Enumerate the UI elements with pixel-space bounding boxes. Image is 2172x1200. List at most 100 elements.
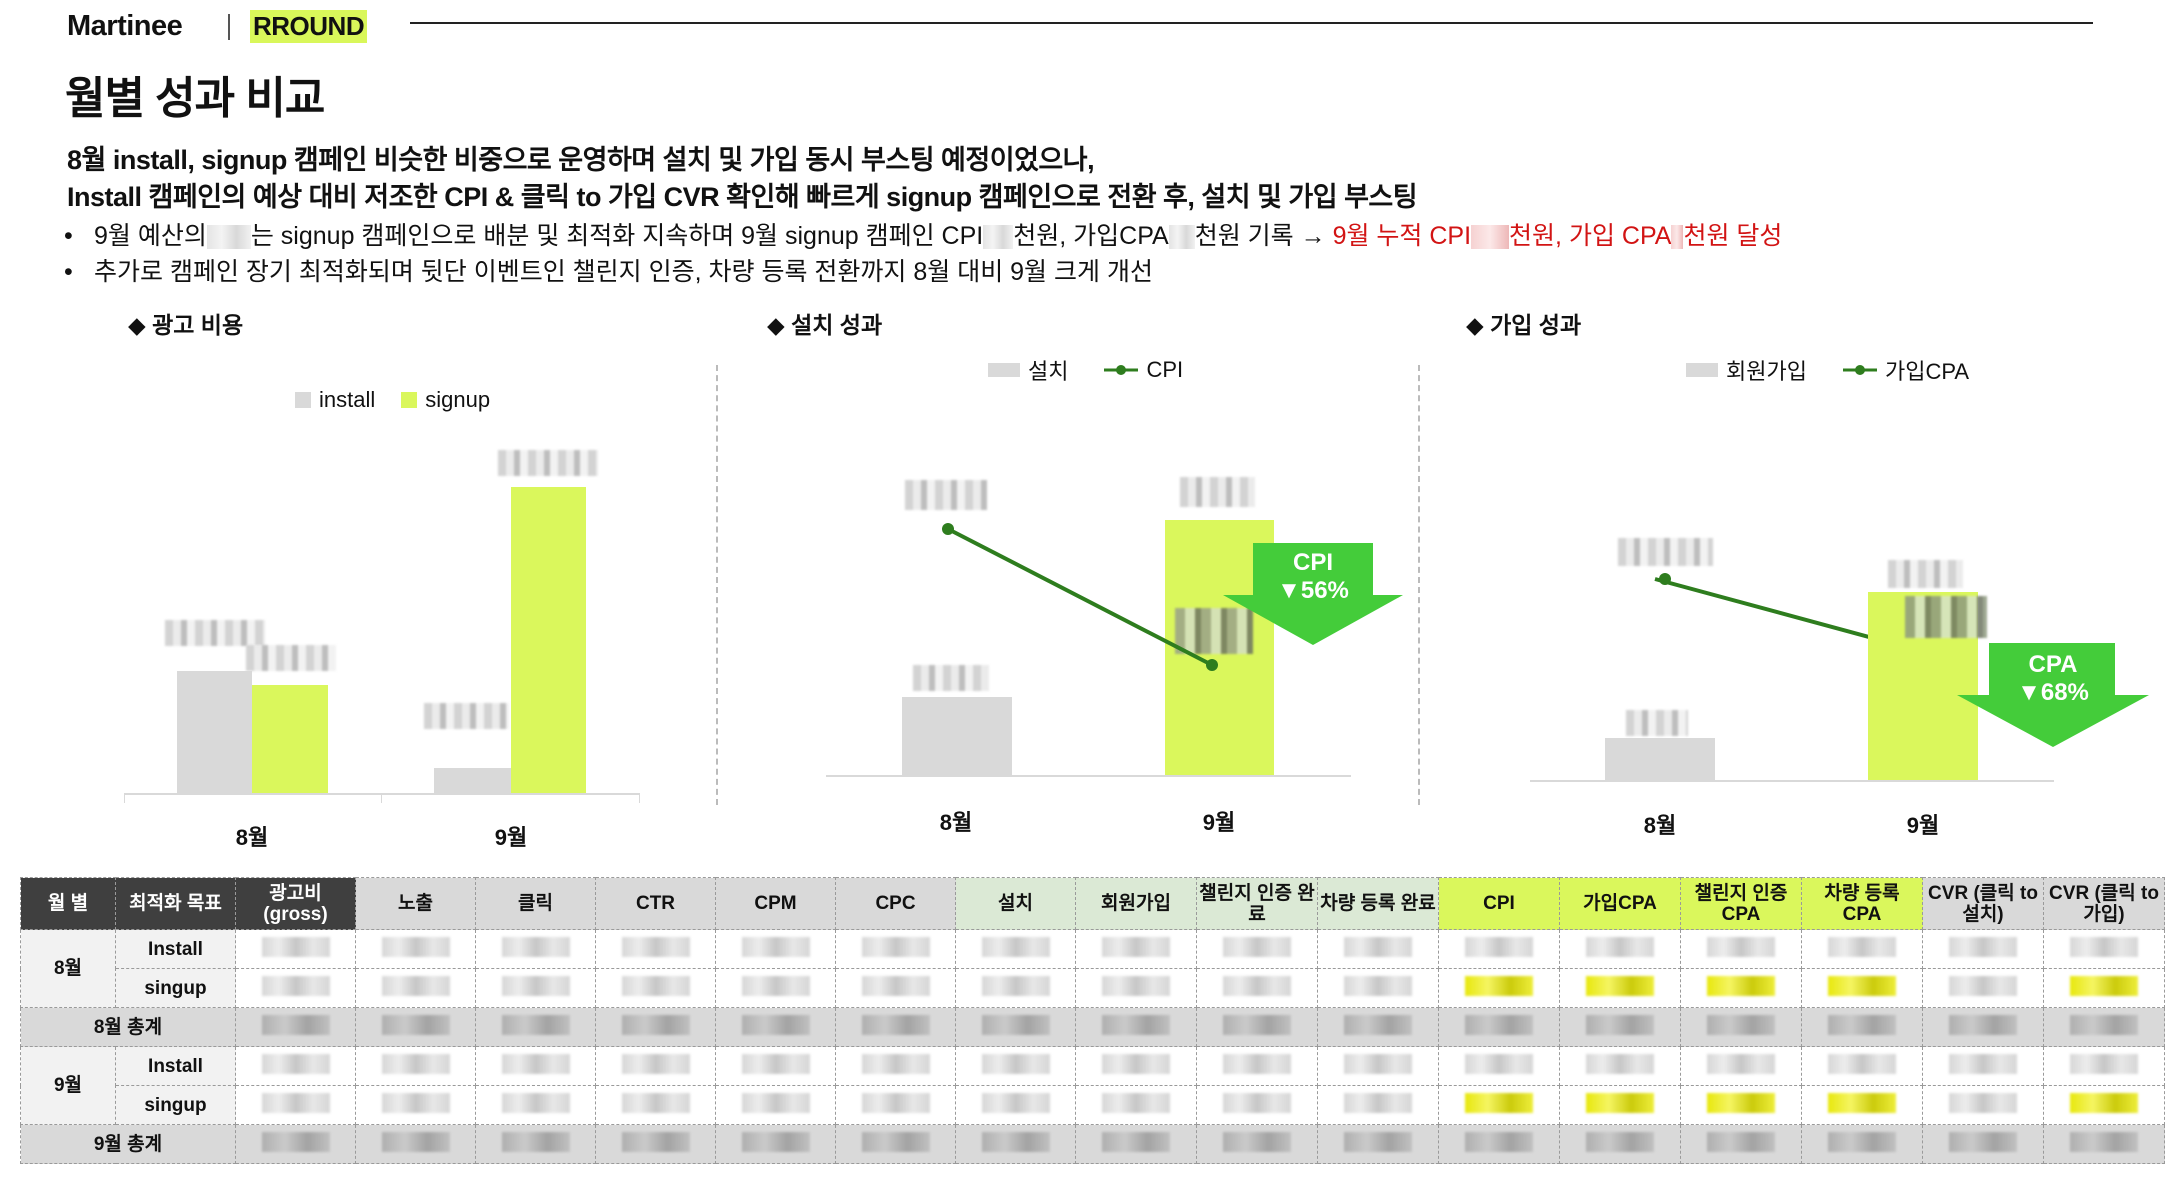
redacted-cell-value <box>381 1092 450 1113</box>
table-row-total: 9월 총계 <box>20 1124 2165 1164</box>
goal-cell: Install <box>115 929 236 969</box>
data-cell <box>475 968 596 1008</box>
redacted-cell-value <box>1344 1014 1412 1035</box>
redacted-cell-value <box>981 975 1050 996</box>
section-title-signup: ◆ 가입 성과 <box>1466 312 1582 338</box>
section-title-install: ◆ 설치 성과 <box>767 312 883 338</box>
redacted-cell-value <box>1828 1092 1896 1113</box>
redacted-cell-value <box>741 975 810 996</box>
col-header: 차량 등록 CPA <box>1801 877 1923 930</box>
data-cell <box>1075 1124 1197 1164</box>
data-cell <box>955 1046 1076 1086</box>
redacted-cell-value <box>1465 975 1533 996</box>
redacted-cell-value <box>1465 1092 1533 1113</box>
down-arrow-icon <box>1223 543 1403 645</box>
data-cell <box>235 1007 356 1047</box>
chart-divider <box>1418 365 1420 805</box>
redacted-cell-value <box>2070 936 2138 957</box>
col-header: 챌린지 인증 완료 <box>1196 877 1318 930</box>
x-axis <box>1530 780 2054 782</box>
redacted-cell-value <box>381 1053 450 1074</box>
data-label-redacted <box>1626 710 1688 736</box>
data-cell <box>235 929 356 969</box>
redacted-cell-value <box>1828 936 1896 957</box>
data-cell <box>1075 1007 1197 1047</box>
headline-1: 8월 install, signup 캠페인 비슷한 비중으로 운영하며 설치 … <box>67 145 1095 175</box>
partner-logo: RROUND <box>250 10 368 43</box>
redacted-cell-value <box>1344 1131 1412 1152</box>
redacted-cell-value <box>621 1053 690 1074</box>
data-cell <box>1196 1085 1318 1125</box>
data-cell <box>1196 1046 1318 1086</box>
data-cell <box>235 1085 356 1125</box>
bar-signup-aug <box>252 685 328 793</box>
redacted-cell-value <box>1707 975 1775 996</box>
redacted-cell-value <box>1586 975 1654 996</box>
bar-install-aug <box>177 671 252 793</box>
redacted-cell-value <box>1828 1053 1896 1074</box>
col-header: 노출 <box>355 877 476 930</box>
redacted-cell-value <box>1102 1131 1170 1152</box>
redacted-cell-value <box>741 936 810 957</box>
data-cell <box>595 1124 716 1164</box>
redacted-cell-value <box>1949 1131 2017 1152</box>
data-cell <box>1801 1085 1923 1125</box>
data-cell <box>1075 929 1197 969</box>
data-cell <box>1680 1046 1802 1086</box>
redacted-cell-value <box>1586 1053 1654 1074</box>
redacted-cell-value <box>741 1014 810 1035</box>
month-cell: 9월 <box>20 1046 116 1125</box>
redacted-cell-value <box>261 975 330 996</box>
data-cell <box>955 1007 1076 1047</box>
data-cell <box>1922 1046 2044 1086</box>
data-cell <box>355 929 476 969</box>
data-cell <box>1196 929 1318 969</box>
col-header: CPM <box>715 877 836 930</box>
data-cell <box>2043 929 2165 969</box>
redacted-cell-value <box>261 1131 330 1152</box>
data-cell <box>1438 1046 1560 1086</box>
data-cell <box>1317 968 1439 1008</box>
data-cell <box>1438 968 1560 1008</box>
data-cell <box>1801 1046 1923 1086</box>
redacted-cell-value <box>621 1014 690 1035</box>
cost-legend: install signup <box>295 387 490 413</box>
redacted-cell-value <box>1223 1014 1291 1035</box>
redacted-cell-value <box>1828 975 1896 996</box>
data-label-redacted <box>1905 596 1987 638</box>
data-cell <box>1196 968 1318 1008</box>
line-marker-icon <box>1842 365 1877 375</box>
col-header: 챌린지 인증 CPA <box>1680 877 1802 930</box>
data-label-redacted <box>1888 560 1963 588</box>
month-label: 8월 <box>939 810 973 835</box>
brand-separator <box>228 14 230 40</box>
data-cell <box>355 1124 476 1164</box>
redacted-cell-value <box>1102 1014 1170 1035</box>
data-cell <box>715 929 836 969</box>
total-cell: 9월 총계 <box>20 1124 236 1164</box>
redacted-cell-value <box>981 1014 1050 1035</box>
month-label: 8월 <box>1643 813 1677 838</box>
redacted-cell-value <box>1344 975 1412 996</box>
down-arrow-icon <box>1957 643 2149 747</box>
redacted-cell-value <box>741 1053 810 1074</box>
table-row: singup <box>21 968 2165 1008</box>
redacted-cell-value <box>741 1092 810 1113</box>
data-cell <box>715 1085 836 1125</box>
x-axis <box>826 775 1351 777</box>
redacted-cell-value <box>861 1053 930 1074</box>
data-cell <box>595 968 716 1008</box>
redacted-cell-value <box>1223 936 1291 957</box>
goal-cell: singup <box>115 1085 236 1125</box>
col-header: CTR <box>595 877 716 930</box>
data-label-redacted <box>498 450 598 476</box>
signup-swatch <box>1686 363 1718 377</box>
redacted-cell-value <box>2070 1092 2138 1113</box>
redacted-cell-value <box>1949 1014 2017 1035</box>
table-row: 8월 Install <box>20 929 2165 1008</box>
data-cell <box>1922 1085 2044 1125</box>
redacted-cell-value <box>381 1014 450 1035</box>
col-header: 최적화 목표 <box>115 877 236 930</box>
install-swatch <box>295 392 311 408</box>
redacted-cell-value <box>2070 975 2138 996</box>
